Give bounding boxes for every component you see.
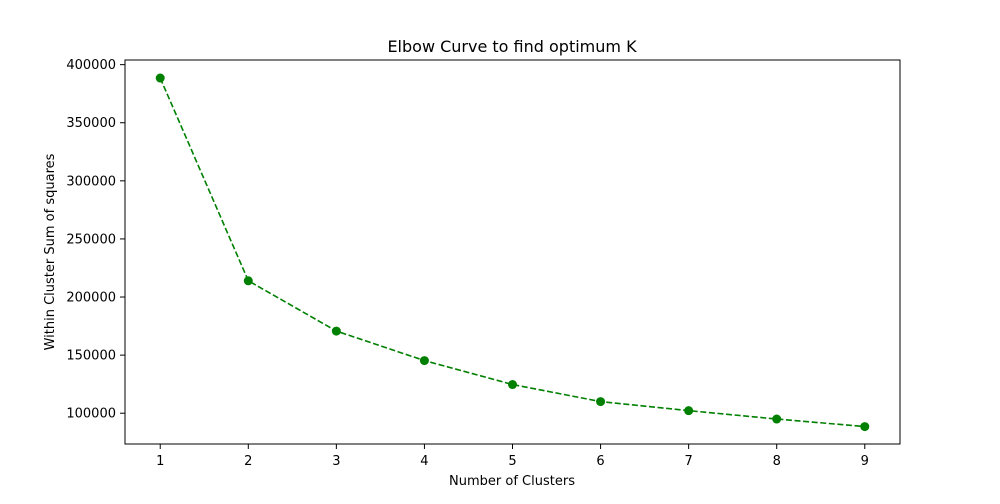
x-tick-label: 1 [156,454,164,469]
y-tick-label: 100000 [66,407,116,422]
ticks-layer: 1 2 3 4 5 6 7 8 9 100000 150000 200000 250000 300000 3… [66,58,869,469]
data-point [419,356,429,366]
x-tick-label: 9 [861,454,869,469]
data-point [155,73,165,83]
data-point [596,397,606,407]
x-tick-label: 4 [420,454,428,469]
data-point [331,326,341,336]
y-tick-label: 150000 [66,349,116,364]
data-point [243,276,253,286]
x-tick-label: 8 [773,454,781,469]
y-axis-label: Within Cluster Sum of squares [43,153,58,350]
y-tick-label: 400000 [66,58,116,73]
x-tick-label: 5 [508,454,516,469]
y-tick-label: 300000 [66,174,116,189]
x-tick-label: 6 [596,454,604,469]
data-point [860,422,870,432]
x-axis-label: Number of Clusters [449,474,575,489]
plot-frame [124,59,901,445]
x-tick-label: 2 [244,454,252,469]
y-tick-label: 200000 [66,291,116,306]
y-tick-label: 350000 [66,116,116,131]
data-point [508,380,517,390]
x-tick-label: 3 [332,454,340,469]
series-layer [155,73,870,432]
y-tick-label: 250000 [66,232,116,247]
chart-title: Elbow Curve to find optimum K [387,37,637,56]
data-point [772,414,782,424]
x-tick-label: 7 [684,454,692,469]
data-point [684,406,694,416]
series-line [159,77,865,428]
